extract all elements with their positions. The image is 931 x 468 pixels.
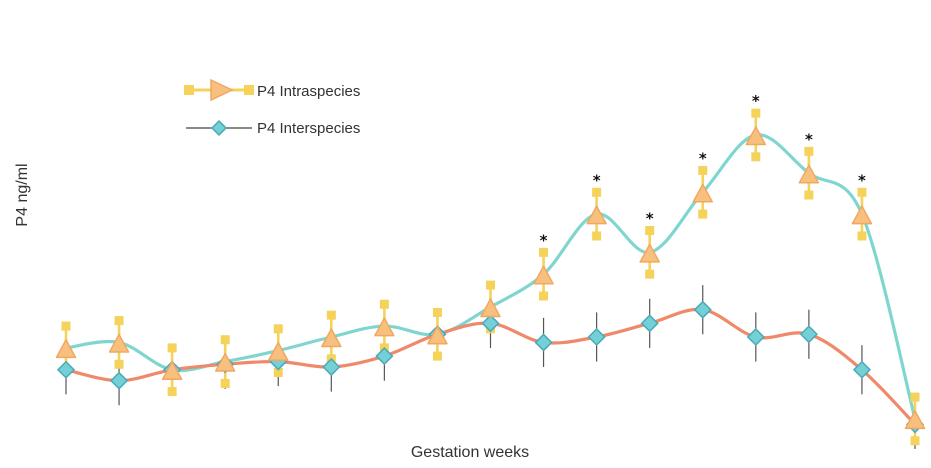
interspecies-point <box>852 360 871 379</box>
intraspecies-point <box>745 126 767 146</box>
legend-intraspecies-symbol <box>184 78 254 102</box>
intraspecies-error-cap-top <box>379 299 389 309</box>
intraspecies-error-bars <box>61 108 920 446</box>
legend-intraspecies-cap-right <box>244 85 254 95</box>
interspecies-point <box>481 314 500 333</box>
intraspecies-line <box>64 133 917 421</box>
significance-star: * <box>646 210 654 228</box>
legend: P4 Intraspecies P4 Interspecies <box>184 78 360 137</box>
intraspecies-error-cap-top <box>592 187 602 197</box>
y-axis-label: P4 ng/ml <box>14 163 31 226</box>
intraspecies-error-cap-top <box>698 165 708 175</box>
legend-intraspecies-cap-left <box>184 85 194 95</box>
intraspecies-error-cap-top <box>432 307 442 317</box>
legend-interspecies-label: P4 Interspecies <box>257 120 360 137</box>
intraspecies-error-cap-bottom <box>751 152 761 162</box>
intraspecies-error-cap-bottom <box>910 436 920 446</box>
intraspecies-error-cap-top <box>273 324 283 334</box>
intraspecies-point <box>851 205 873 225</box>
intraspecies-point <box>692 183 713 203</box>
legend-interspecies-symbol <box>186 119 252 137</box>
significance-star: * <box>858 171 866 189</box>
legend-interspecies-marker <box>210 119 228 137</box>
intraspecies-points <box>55 126 926 430</box>
intraspecies-error-cap-bottom <box>220 378 230 388</box>
intraspecies-error-cap-bottom <box>114 359 124 369</box>
intraspecies-error-cap-bottom <box>698 209 708 219</box>
intraspecies-error-cap-top <box>486 280 495 290</box>
intraspecies-error-cap-top <box>114 316 124 326</box>
intraspecies-error-cap-bottom <box>273 367 283 377</box>
intraspecies-error-cap-bottom <box>857 231 867 241</box>
intraspecies-error-cap-top <box>220 335 230 345</box>
intraspecies-point <box>904 410 926 430</box>
interspecies-point <box>746 327 765 347</box>
intraspecies-point <box>321 328 342 348</box>
intraspecies-point <box>586 205 607 225</box>
significance-star: * <box>752 92 760 110</box>
intraspecies-error-cap-top <box>857 187 867 197</box>
interspecies-point <box>534 333 553 352</box>
intraspecies-error-cap-bottom <box>432 351 442 361</box>
intraspecies-point <box>533 265 554 285</box>
interspecies-point <box>56 360 76 379</box>
intraspecies-point <box>480 298 501 318</box>
interspecies-point <box>640 314 659 333</box>
intraspecies-error-cap-top <box>645 226 655 236</box>
intraspecies-point <box>639 243 660 263</box>
intraspecies-point <box>268 341 289 361</box>
interspecies-point <box>799 325 818 344</box>
intraspecies-point <box>161 361 183 380</box>
intraspecies-point <box>214 352 236 372</box>
intraspecies-error-cap-top <box>167 343 177 353</box>
intraspecies-error-cap-top <box>751 108 761 118</box>
interspecies-point <box>375 347 394 366</box>
interspecies-point <box>110 371 129 390</box>
intraspecies-point <box>798 164 820 184</box>
intraspecies-error-cap-top <box>910 392 920 402</box>
interspecies-point <box>587 327 606 347</box>
intraspecies-error-cap-bottom <box>645 269 655 279</box>
intraspecies-point <box>374 317 395 337</box>
intraspecies-error-cap-top <box>804 146 814 156</box>
significance-star: * <box>805 130 813 148</box>
intraspecies-error-cap-top <box>539 247 549 257</box>
interspecies-point <box>693 300 712 319</box>
legend-intraspecies-label: P4 Intraspecies <box>257 83 360 100</box>
x-axis-label: Gestation weeks <box>411 444 529 461</box>
interspecies-point <box>322 357 341 377</box>
intraspecies-point <box>55 339 77 359</box>
intraspecies-error-cap-bottom <box>167 387 177 397</box>
legend-intraspecies-marker <box>210 78 234 102</box>
significance-star: * <box>540 231 548 249</box>
intraspecies-error-cap-bottom <box>804 190 814 200</box>
intraspecies-point <box>427 325 448 345</box>
intraspecies-error-cap-top <box>326 310 336 320</box>
intraspecies-series <box>64 133 917 421</box>
intraspecies-error-cap-bottom <box>592 231 602 241</box>
intraspecies-error-cap-bottom <box>539 291 549 301</box>
significance-star: * <box>593 171 601 189</box>
intraspecies-point <box>108 333 130 353</box>
significance-markers: * * * * * * * <box>540 92 866 249</box>
intraspecies-error-cap-top <box>61 321 71 331</box>
significance-star: * <box>699 149 707 167</box>
